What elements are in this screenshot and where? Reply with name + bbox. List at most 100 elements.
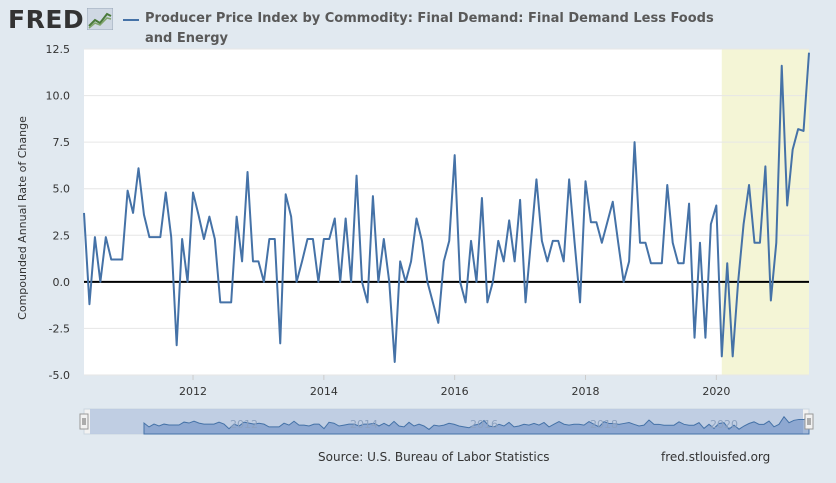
data-point: [334, 218, 336, 220]
data-point: [623, 281, 625, 283]
x-tick-label: 2018: [572, 385, 600, 398]
navigator-right-handle[interactable]: [804, 413, 814, 430]
data-point: [688, 203, 690, 205]
data-point: [448, 240, 450, 242]
data-point: [88, 303, 90, 305]
data-point: [535, 178, 537, 180]
navigator-label: 2012: [230, 418, 258, 431]
data-point: [317, 281, 319, 283]
footer-source: Source: U.S. Bureau of Labor Statistics: [318, 450, 550, 464]
data-point: [132, 212, 134, 214]
y-axis-label: Compounded Annual Rate of Change: [16, 116, 29, 320]
data-point: [225, 301, 227, 303]
data-point: [748, 184, 750, 186]
data-point: [715, 204, 717, 206]
data-point: [634, 141, 636, 143]
data-point: [121, 259, 123, 261]
data-point: [339, 281, 341, 283]
data-point: [165, 191, 167, 193]
data-point: [279, 342, 281, 344]
data-point: [606, 221, 608, 223]
data-point: [301, 260, 303, 262]
data-point: [541, 240, 543, 242]
data-point: [677, 262, 679, 264]
data-point: [208, 216, 210, 218]
data-point: [410, 260, 412, 262]
data-point: [192, 191, 194, 193]
data-point: [770, 299, 772, 301]
data-point: [426, 281, 428, 283]
data-point: [421, 240, 423, 242]
data-point: [94, 236, 96, 238]
data-point: [737, 281, 739, 283]
y-tick-label: -2.5: [49, 322, 70, 335]
data-point: [775, 242, 777, 244]
y-tick-label: 10.0: [46, 90, 71, 103]
data-point: [803, 130, 805, 132]
data-point: [83, 212, 85, 214]
data-point: [159, 236, 161, 238]
data-point: [345, 218, 347, 220]
data-point: [154, 236, 156, 238]
data-point: [138, 167, 140, 169]
data-point: [519, 199, 521, 201]
data-point: [306, 238, 308, 240]
data-point: [197, 214, 199, 216]
data-point: [230, 301, 232, 303]
data-point: [726, 262, 728, 264]
data-point: [764, 165, 766, 167]
data-point: [437, 322, 439, 324]
navigator-left-handle[interactable]: [79, 413, 89, 430]
navigator-label: 2020: [710, 418, 738, 431]
handle-grip-icon: [79, 413, 89, 430]
data-point: [699, 242, 701, 244]
data-point: [481, 197, 483, 199]
data-point: [236, 216, 238, 218]
data-point: [781, 65, 783, 67]
data-point: [644, 242, 646, 244]
data-point: [563, 260, 565, 262]
data-point: [546, 260, 548, 262]
footer-url[interactable]: fred.stlouisfed.org: [661, 450, 771, 464]
data-point: [759, 242, 761, 244]
data-point: [721, 355, 723, 357]
data-point: [557, 240, 559, 242]
y-tick-label: 7.5: [53, 136, 71, 149]
data-point: [181, 238, 183, 240]
navigator-series: [143, 415, 810, 435]
data-point: [247, 171, 249, 173]
navigator-label: 2016: [470, 418, 498, 431]
data-point: [732, 355, 734, 357]
data-point: [148, 236, 150, 238]
data-point: [574, 242, 576, 244]
data-point: [617, 242, 619, 244]
data-point: [650, 262, 652, 264]
data-point: [187, 281, 189, 283]
data-point: [753, 242, 755, 244]
data-point: [808, 52, 810, 54]
data-point: [694, 337, 696, 339]
data-point: [116, 259, 118, 261]
handle-grip-icon: [804, 413, 814, 430]
data-point: [465, 301, 467, 303]
data-point: [296, 281, 298, 283]
legend-line-swatch: [123, 19, 139, 21]
data-point: [595, 221, 597, 223]
data-point: [312, 238, 314, 240]
data-point: [454, 154, 456, 156]
data-point: [612, 201, 614, 203]
data-point: [672, 242, 674, 244]
data-point: [268, 238, 270, 240]
data-point: [525, 301, 527, 303]
data-point: [405, 281, 407, 283]
data-point: [514, 260, 516, 262]
y-tick-label: 5.0: [53, 183, 71, 196]
data-point: [252, 260, 254, 262]
data-point: [388, 281, 390, 283]
y-tick-label: 12.5: [46, 43, 71, 56]
data-point: [350, 281, 352, 283]
data-point: [470, 240, 472, 242]
x-tick-label: 2016: [441, 385, 469, 398]
series-line: [83, 52, 810, 363]
navigator-label: 2014: [350, 418, 378, 431]
